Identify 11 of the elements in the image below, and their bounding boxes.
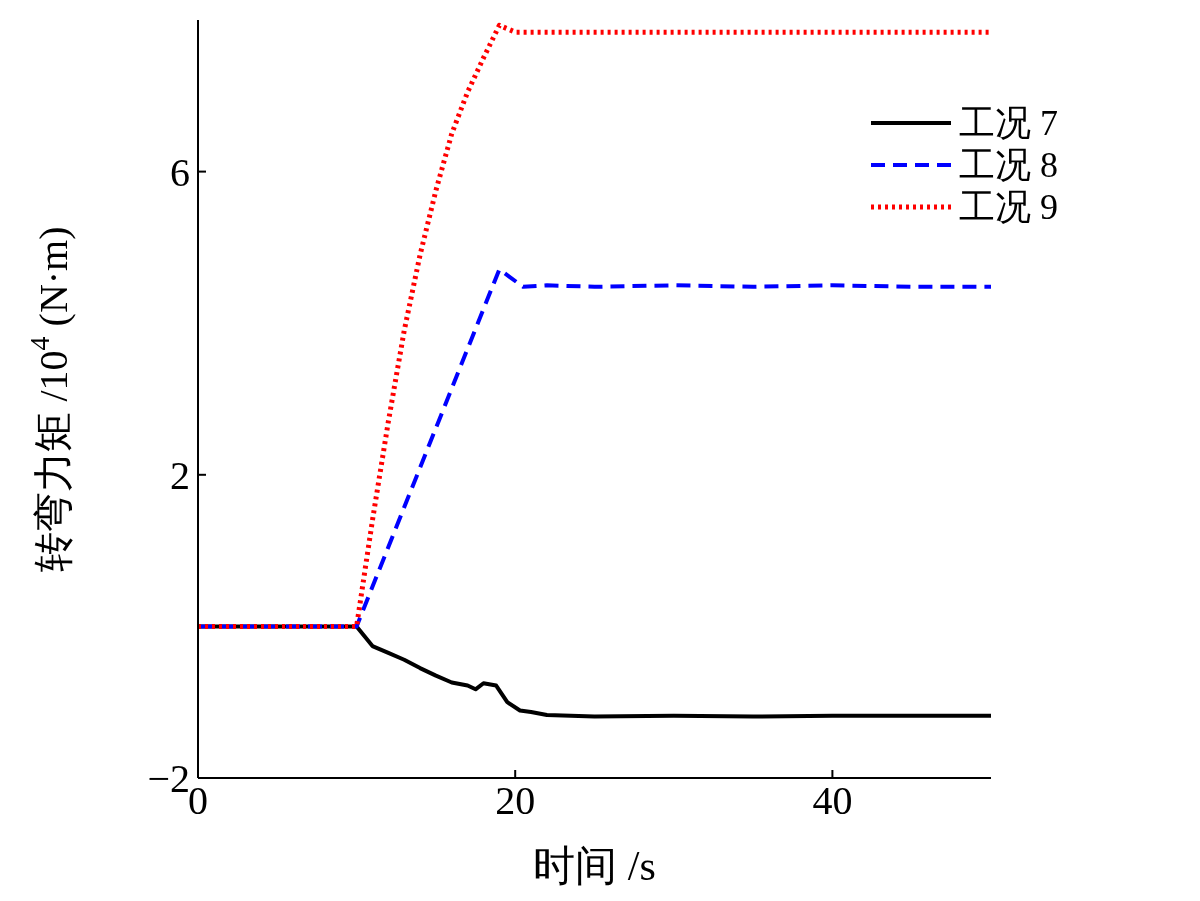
- legend-label: 工况 9: [959, 186, 1058, 227]
- line-series: [198, 267, 991, 629]
- y-tick-label: −2: [147, 756, 190, 802]
- x-tick-label: 0: [188, 778, 208, 824]
- y-tick-label: 2: [170, 453, 190, 498]
- legend-label: 工况 8: [959, 144, 1058, 185]
- legend-label: 工况 7: [959, 102, 1058, 143]
- y-tick-label: 6: [170, 149, 190, 195]
- x-axis-title: 时间 /s: [533, 843, 656, 889]
- x-tick-label: 20: [495, 778, 536, 824]
- x-tick-label: 40: [812, 778, 853, 824]
